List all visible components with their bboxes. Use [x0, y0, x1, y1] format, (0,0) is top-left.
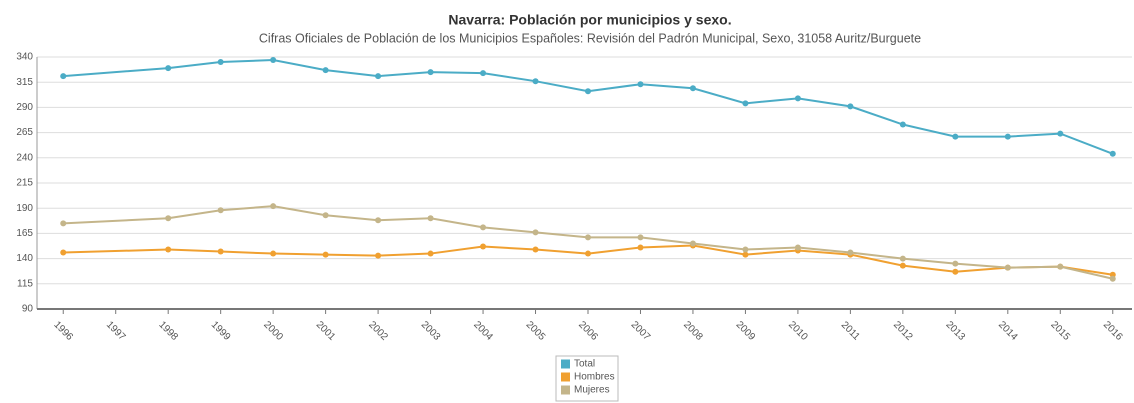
chart-subtitle: Cifras Oficiales de Población de los Mun…	[259, 31, 921, 45]
point	[480, 224, 487, 231]
point	[637, 81, 644, 88]
point	[165, 246, 172, 253]
series-line	[63, 59, 1114, 155]
point	[585, 234, 591, 241]
point	[375, 73, 382, 80]
y-tick-label: 215	[16, 178, 33, 189]
y-tick-label: 165	[16, 228, 33, 239]
point	[480, 70, 487, 77]
point	[375, 252, 382, 259]
x-tick-label: 2014	[996, 319, 1020, 343]
x-tick-label: 2004	[471, 319, 495, 343]
point	[375, 217, 382, 224]
y-tick-label: 115	[17, 278, 33, 289]
x-tick-label: 2010	[786, 319, 810, 343]
x-tick-label: 2016	[1101, 319, 1125, 343]
point	[165, 215, 172, 222]
point	[1109, 275, 1116, 282]
x-tick-label: 2002	[366, 319, 390, 343]
chart-title: Navarra: Población por municipios y sexo…	[448, 12, 731, 28]
x-tick-label: 2009	[734, 319, 758, 343]
point	[637, 234, 644, 241]
legend-swatch	[561, 385, 570, 395]
point	[532, 78, 539, 85]
legend-swatch	[561, 359, 570, 369]
y-tick-label: 90	[22, 304, 34, 315]
point	[742, 100, 749, 107]
x-tick-label: 1996	[51, 319, 75, 343]
point	[689, 85, 696, 92]
point	[60, 73, 67, 80]
point	[427, 250, 434, 257]
x-tick-label: 2007	[629, 319, 653, 343]
legend-label: Hombres	[574, 372, 615, 383]
point	[427, 69, 434, 76]
point	[794, 95, 801, 102]
point	[899, 262, 906, 269]
legend-label: Mujeres	[574, 385, 610, 396]
point	[1004, 133, 1011, 140]
x-tick-label: 1998	[156, 319, 180, 343]
y-tick-label: 315	[16, 77, 33, 88]
point	[742, 246, 749, 253]
x-tick-label: 2013	[943, 319, 967, 343]
point	[899, 255, 906, 262]
x-tick-label: 2003	[419, 319, 443, 343]
point	[270, 57, 277, 64]
x-tick-label: 2006	[576, 319, 600, 343]
point	[899, 121, 906, 128]
point	[637, 244, 644, 251]
y-tick-label: 140	[16, 253, 33, 264]
y-tick-label: 190	[16, 203, 33, 214]
point	[1004, 264, 1011, 271]
x-tick-label: 2001	[314, 319, 338, 343]
point	[217, 248, 224, 255]
point	[847, 103, 854, 110]
point	[585, 250, 591, 257]
point	[532, 246, 539, 253]
point	[270, 250, 277, 257]
point	[1057, 130, 1064, 137]
point	[217, 207, 224, 214]
x-tick-label: 2011	[839, 320, 862, 343]
point	[794, 244, 801, 251]
y-tick-label: 340	[16, 52, 33, 63]
point	[480, 243, 487, 250]
x-tick-label: 2008	[681, 319, 705, 343]
point	[847, 249, 854, 256]
x-tick-label: 1999	[209, 319, 233, 343]
legend-label: Total	[574, 359, 595, 370]
point	[60, 220, 67, 227]
point	[217, 59, 224, 66]
legend-swatch	[561, 372, 570, 382]
point	[270, 203, 277, 210]
point	[322, 251, 329, 258]
series-line	[63, 205, 1113, 280]
point	[427, 215, 434, 222]
point	[585, 88, 591, 95]
point	[322, 67, 329, 74]
x-tick-label: 2005	[524, 319, 548, 343]
point	[952, 268, 959, 275]
point	[952, 133, 959, 140]
y-tick-label: 265	[16, 127, 33, 138]
point	[165, 65, 172, 72]
point	[60, 249, 67, 256]
y-tick-label: 290	[16, 102, 33, 113]
point	[322, 212, 329, 219]
x-tick-label: 1997	[104, 319, 128, 343]
y-tick-label: 240	[16, 152, 33, 163]
point	[742, 251, 749, 258]
x-tick-label: 2012	[891, 319, 915, 343]
point	[532, 229, 539, 236]
x-tick-label: 2015	[1048, 319, 1072, 343]
point	[1109, 150, 1116, 157]
point	[952, 260, 959, 267]
x-tick-label: 2000	[261, 319, 285, 343]
point	[689, 240, 696, 247]
series-line	[63, 244, 1113, 276]
point	[1057, 263, 1064, 270]
